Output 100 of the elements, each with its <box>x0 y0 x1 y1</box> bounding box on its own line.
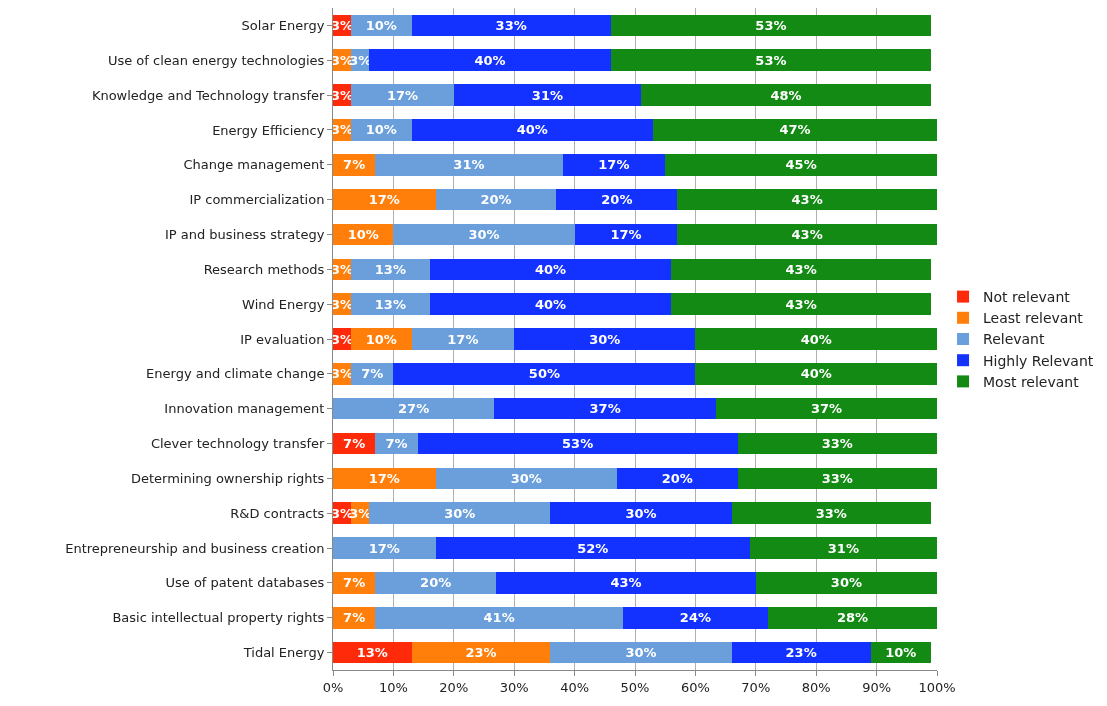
bar <box>514 328 696 350</box>
data-label: 20% <box>480 192 512 208</box>
data-label: 50% <box>528 366 560 382</box>
bar <box>435 467 617 490</box>
data-label: 23% <box>785 645 817 661</box>
y-tick-label: Wind Energy <box>242 296 325 312</box>
data-label: 41% <box>483 610 515 626</box>
bar <box>622 606 768 629</box>
bar <box>737 467 937 490</box>
data-label: 45% <box>785 157 817 173</box>
data-label: 7% <box>361 366 384 382</box>
legend-label: Most relevant <box>983 373 1080 390</box>
y-tick-label: Innovation management <box>164 401 325 417</box>
data-label: 23% <box>465 645 497 661</box>
data-label: 40% <box>800 366 832 382</box>
bar <box>429 258 672 281</box>
y-tick-label: R&D contracts <box>230 505 325 521</box>
bar <box>375 572 497 594</box>
x-tick-label: 80% <box>801 679 831 695</box>
data-label: 10% <box>347 226 379 242</box>
bar <box>351 84 454 106</box>
bar <box>333 467 436 490</box>
data-label: 33% <box>821 470 853 486</box>
bar <box>550 641 732 664</box>
bar <box>369 49 611 72</box>
data-label: 40% <box>534 261 566 277</box>
data-label: 10% <box>365 17 397 33</box>
data-label: 30% <box>589 331 621 347</box>
data-label: 17% <box>610 226 642 242</box>
y-tick-label: Use of patent databases <box>165 575 325 591</box>
bar <box>767 606 937 629</box>
x-tick-label: 20% <box>439 679 469 695</box>
data-label: 33% <box>821 436 853 452</box>
data-label: 30% <box>468 226 500 242</box>
bar <box>556 188 678 211</box>
bar <box>641 84 931 106</box>
bar <box>731 502 931 525</box>
bar <box>411 14 611 37</box>
data-label: 17% <box>598 157 630 173</box>
y-tick-label: Basic intellectual property rights <box>112 610 325 626</box>
data-label: 53% <box>562 436 594 452</box>
data-label: 31% <box>827 540 859 556</box>
data-label: 52% <box>577 540 609 556</box>
data-label: 20% <box>420 575 452 591</box>
data-label: 43% <box>791 192 823 208</box>
data-label: 28% <box>836 610 868 626</box>
legend-label: Highly Relevant <box>983 352 1094 369</box>
data-label: 13% <box>374 261 406 277</box>
data-label: 31% <box>531 87 563 103</box>
data-label: 43% <box>785 261 817 277</box>
data-label: 17% <box>386 87 419 103</box>
data-label: 7% <box>343 436 366 452</box>
bar <box>677 223 937 246</box>
data-label: 53% <box>755 17 787 33</box>
data-label: 24% <box>679 610 711 626</box>
data-label: 30% <box>444 505 476 521</box>
bar <box>369 502 551 525</box>
bar <box>677 188 937 211</box>
data-label: 31% <box>453 157 485 173</box>
bar <box>574 223 678 246</box>
data-label: 40% <box>474 52 506 68</box>
data-label: 33% <box>495 17 527 33</box>
bar <box>755 572 937 594</box>
x-tick-label: 0% <box>322 679 344 695</box>
y-tick-label: Research methods <box>203 261 325 277</box>
bar <box>351 119 412 141</box>
legend-label: Not relevant <box>983 289 1071 306</box>
data-label: 10% <box>365 331 397 347</box>
data-label: 10% <box>365 122 397 138</box>
data-label: 17% <box>447 331 479 347</box>
data-label: 17% <box>368 470 400 486</box>
data-label: 37% <box>810 401 843 417</box>
y-tick-label: IP commercialization <box>189 192 325 208</box>
y-tick-label: Tidal Energy <box>242 645 325 661</box>
bar <box>749 537 937 559</box>
bar <box>496 572 756 594</box>
data-label: 20% <box>661 470 693 486</box>
bar <box>715 397 937 420</box>
bar <box>616 467 738 490</box>
data-label: 7% <box>343 575 366 591</box>
bar <box>695 328 937 350</box>
data-label: 53% <box>755 52 787 68</box>
bar <box>411 328 515 350</box>
legend-label: Relevant <box>983 331 1045 348</box>
y-tick-label: Knowledge and Technology transfer <box>91 87 326 103</box>
y-tick-label: Determining ownership rights <box>130 470 325 486</box>
y-tick-label: Solar Energy <box>241 17 325 33</box>
x-tick-label: 90% <box>862 679 892 695</box>
bar <box>737 432 937 455</box>
data-label: 20% <box>601 192 633 208</box>
bar <box>393 223 575 246</box>
data-label: 27% <box>398 401 430 417</box>
bar <box>333 537 436 559</box>
bar <box>653 119 937 141</box>
y-tick-label: IP evaluation <box>240 331 325 347</box>
x-tick-label: 40% <box>560 679 590 695</box>
data-label: 7% <box>343 610 366 626</box>
x-tick-label: 100% <box>918 679 956 695</box>
data-label: 13% <box>374 296 406 312</box>
bar <box>393 363 696 385</box>
